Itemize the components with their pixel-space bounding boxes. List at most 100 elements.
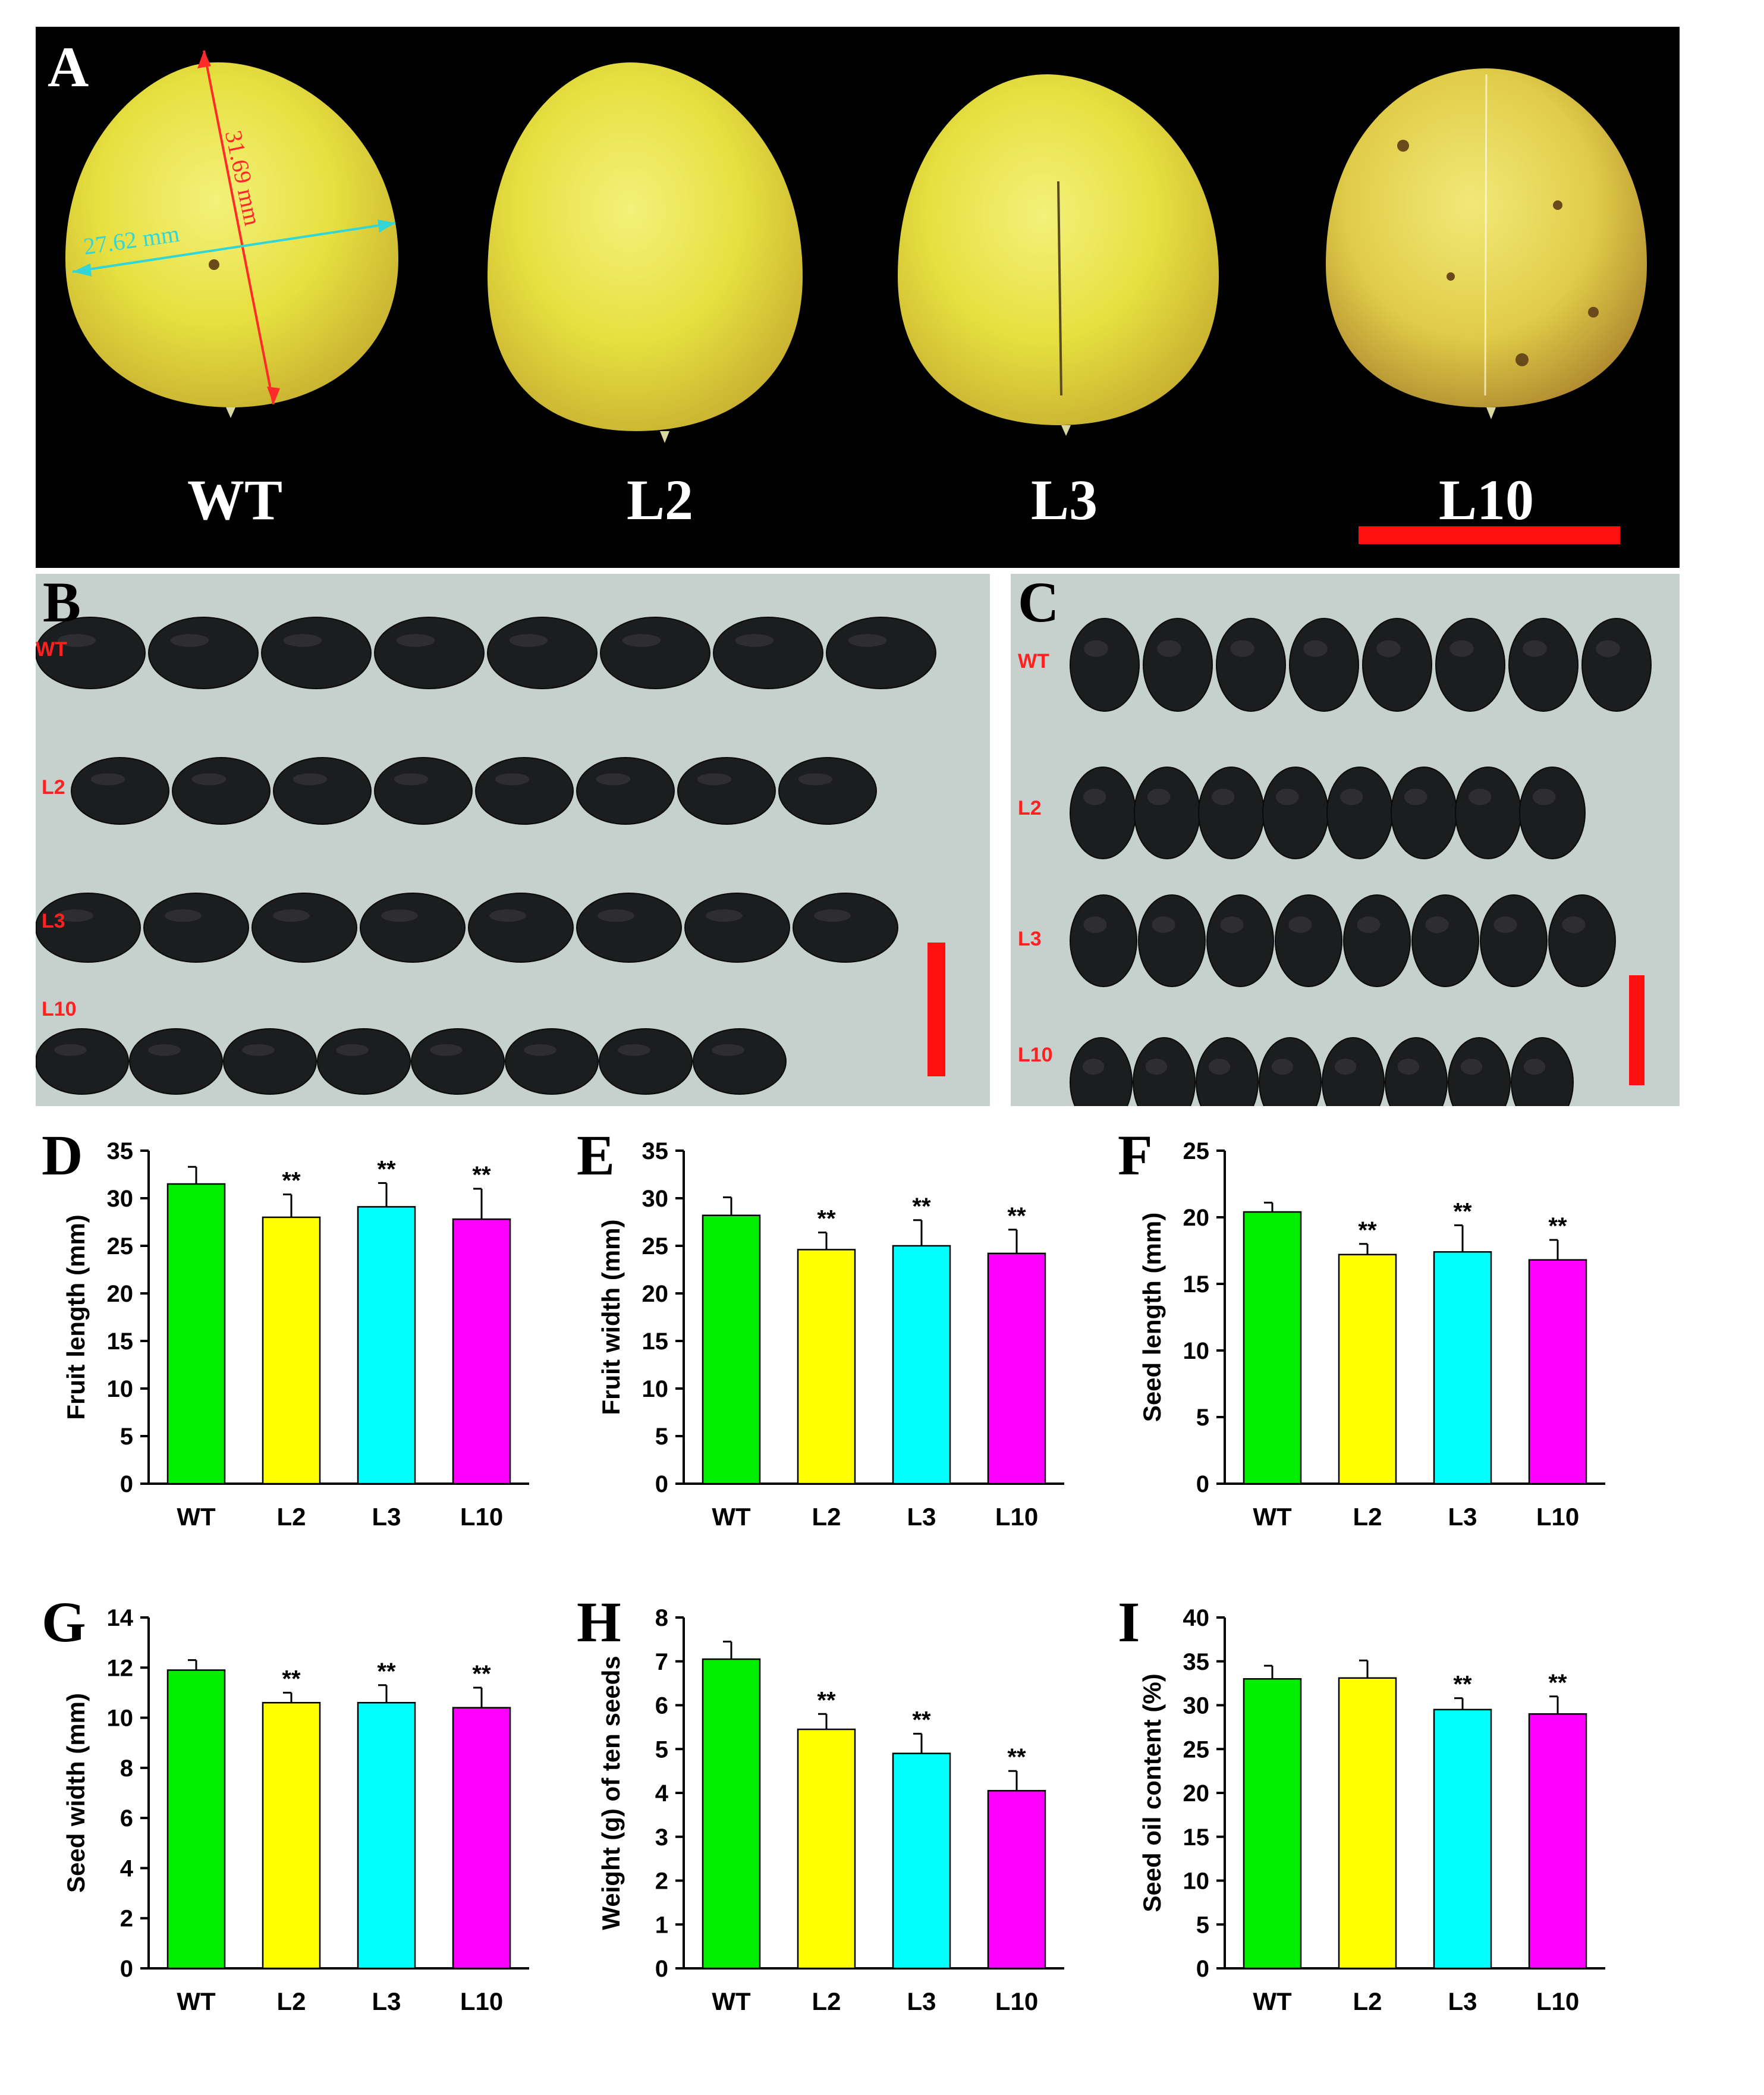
- y-tick-label: 5: [1196, 1912, 1209, 1938]
- seed: [713, 617, 823, 689]
- seed: [360, 893, 466, 963]
- y-tick-label: 25: [1183, 1736, 1210, 1763]
- y-tick-label: 20: [107, 1281, 134, 1307]
- seed: [148, 617, 259, 689]
- bar-wt: [166, 1669, 226, 1970]
- y-tick-label: 15: [1183, 1824, 1210, 1851]
- fruit-label-l10: L10: [1438, 468, 1535, 532]
- y-tick-label: 14: [107, 1605, 134, 1631]
- x-tick-label: L10: [995, 1987, 1038, 2015]
- seed: [1480, 894, 1548, 987]
- seed: [1262, 767, 1329, 859]
- y-tick-label: 30: [1183, 1693, 1210, 1719]
- seed: [1508, 618, 1579, 712]
- seed: [1362, 618, 1432, 712]
- chart-letter-h: H: [577, 1590, 621, 1654]
- y-tick-label: 0: [1196, 1471, 1209, 1497]
- seed: [1196, 1037, 1259, 1106]
- y-tick-label: 20: [642, 1281, 669, 1307]
- y-axis-label: Seed width (mm): [62, 1693, 90, 1893]
- scale-bar-a: [1359, 526, 1620, 544]
- seed: [1448, 1037, 1511, 1106]
- seed: [1133, 1037, 1196, 1106]
- seed: [475, 757, 574, 825]
- chart-letter-e: E: [577, 1123, 615, 1187]
- significance-mark: **: [1007, 1744, 1026, 1770]
- y-tick-label: 10: [107, 1376, 134, 1402]
- bar-l2: [262, 1216, 321, 1485]
- fruit-illustration: [65, 50, 1647, 443]
- seed: [172, 757, 271, 825]
- y-tick-label: 5: [655, 1424, 668, 1450]
- bar-l2: [797, 1249, 856, 1485]
- chart-letter-f: F: [1118, 1123, 1153, 1187]
- seed: [1275, 894, 1342, 987]
- seed: [1322, 1037, 1385, 1106]
- significance-mark: **: [1007, 1203, 1026, 1229]
- x-tick-label: L3: [907, 1987, 936, 2015]
- row-label-b-wt: WT: [36, 638, 67, 661]
- x-tick-label: L3: [907, 1503, 936, 1531]
- y-tick-label: 25: [107, 1233, 134, 1259]
- panel-letter-c: C: [1018, 574, 1059, 634]
- seed: [1385, 1037, 1448, 1106]
- y-axis-label: Fruit length (mm): [62, 1214, 90, 1419]
- chart-panel-e: E 0 5 10 15 20 25 30 35 Fruit width (mm) WT ** L2 **…: [571, 1115, 1106, 1585]
- bar-wt: [1243, 1211, 1302, 1485]
- y-tick-label: 35: [107, 1138, 134, 1164]
- seed: [317, 1028, 411, 1095]
- y-tick-label: 3: [655, 1824, 668, 1851]
- significance-mark: **: [1548, 1213, 1567, 1239]
- significance-mark: **: [377, 1659, 396, 1685]
- panel-letter-b: B: [43, 574, 81, 634]
- significance-mark: **: [472, 1661, 491, 1687]
- seed: [793, 893, 898, 963]
- y-tick-label: 35: [1183, 1649, 1210, 1675]
- x-tick-label: L3: [1448, 1987, 1477, 2015]
- y-tick-label: 5: [1196, 1405, 1209, 1431]
- seed: [1198, 767, 1265, 859]
- y-tick-label: 4: [655, 1780, 669, 1807]
- fruit-label-l3: L3: [1030, 468, 1098, 532]
- bar-l2: [1338, 1254, 1397, 1485]
- seed: [1581, 618, 1652, 712]
- y-tick-label: 0: [655, 1956, 668, 1982]
- x-tick-label: L2: [276, 1987, 306, 2015]
- seed: [223, 1028, 317, 1095]
- y-tick-label: 0: [120, 1471, 133, 1497]
- bar-wt: [702, 1214, 761, 1485]
- row-label-c-l10: L10: [1018, 1044, 1053, 1066]
- y-tick-label: 10: [1183, 1868, 1210, 1895]
- significance-mark: **: [817, 1206, 836, 1232]
- y-tick-label: 5: [655, 1736, 668, 1763]
- y-tick-label: 8: [655, 1605, 668, 1631]
- x-tick-label: L10: [995, 1503, 1038, 1531]
- y-tick-label: 0: [120, 1956, 133, 1982]
- seed: [374, 617, 485, 689]
- x-tick-label: WT: [177, 1503, 216, 1531]
- significance-mark: **: [1453, 1198, 1472, 1224]
- significance-mark: **: [912, 1193, 931, 1220]
- seed: [576, 757, 675, 825]
- x-tick-label: L2: [1353, 1987, 1382, 2015]
- x-tick-label: WT: [1253, 1987, 1292, 2015]
- seed: [1511, 1037, 1574, 1106]
- y-tick-label: 20: [1183, 1205, 1210, 1231]
- seed: [1070, 894, 1137, 987]
- seed-rows-c: [1070, 618, 1652, 1106]
- row-label-c-wt: WT: [1018, 650, 1049, 673]
- bar-chart-seed-oil-content: 0 5 10 15 20 25 30 35 40 Seed oil content (%) WT L2…: [1138, 1605, 1605, 2015]
- seed: [1289, 618, 1359, 712]
- y-tick-label: 1: [655, 1912, 668, 1938]
- bar-l10: [1528, 1713, 1587, 1970]
- x-tick-label: L2: [812, 1987, 841, 2015]
- significance-mark: **: [472, 1162, 491, 1188]
- seed: [36, 1028, 129, 1095]
- bar-l10: [987, 1790, 1046, 1970]
- chart-panel-f: F 0 5 10 15 20 25 Seed length (mm) WT ** L2 ** L3 **…: [1112, 1115, 1647, 1585]
- bar-chart-ten-seed-weight: 0 1 2 3 4 5 6 7 8 Weight (g) of ten seeds WT ** L2 **…: [597, 1605, 1064, 2015]
- fruit-l10-stem: [1486, 407, 1496, 419]
- x-tick-label: WT: [177, 1987, 216, 2015]
- seed: [1138, 894, 1206, 987]
- seed: [251, 893, 357, 963]
